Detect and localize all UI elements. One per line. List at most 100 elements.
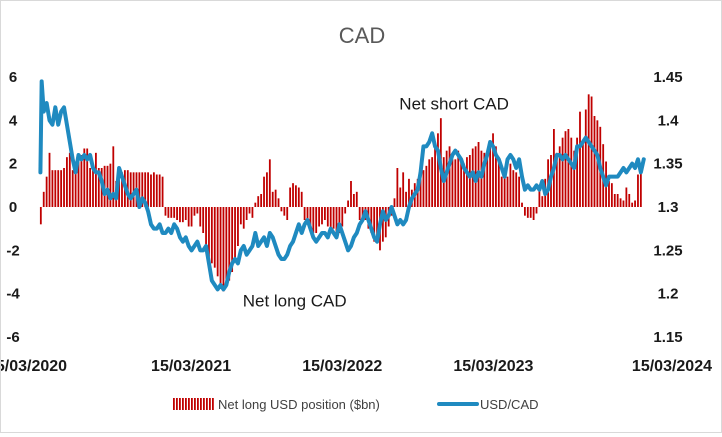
bar — [555, 152, 558, 207]
bar — [71, 170, 74, 207]
bar — [532, 207, 535, 220]
bar — [350, 181, 352, 207]
bar — [376, 207, 378, 240]
line-series-usdcad — [38, 79, 646, 292]
bar — [338, 207, 341, 233]
bar — [77, 155, 80, 207]
bar — [616, 194, 619, 207]
x-tick-label: 15/03/2021 — [151, 358, 231, 375]
bar — [219, 207, 222, 285]
legend-swatch-bar — [179, 398, 181, 410]
bar — [576, 137, 578, 207]
bar — [448, 146, 451, 207]
legend-swatch-bar — [194, 398, 196, 410]
left-tick-label: -4 — [6, 286, 20, 303]
bar — [373, 207, 376, 242]
bar — [132, 172, 135, 207]
bar — [332, 207, 335, 229]
bar — [489, 144, 492, 207]
bar — [184, 207, 187, 220]
bar — [561, 137, 564, 207]
bar — [80, 155, 83, 207]
bar — [271, 191, 274, 207]
bar — [48, 152, 51, 207]
legend-swatch-bars — [173, 398, 214, 410]
bar — [239, 207, 242, 225]
bar — [190, 207, 193, 227]
bar — [144, 172, 147, 207]
bar — [251, 207, 254, 218]
bar — [610, 183, 613, 207]
bar — [512, 170, 515, 207]
bar — [74, 165, 77, 207]
bar — [628, 194, 631, 207]
annotations: Net short CAD Net long CAD — [243, 95, 509, 311]
right-tick-label: 1.15 — [653, 329, 682, 346]
bar — [289, 187, 292, 207]
x-tick-label: 15/03/2023 — [453, 358, 533, 375]
bar — [54, 170, 57, 207]
bar — [529, 207, 532, 218]
bar — [202, 207, 205, 233]
legend-swatch-bar — [200, 398, 202, 410]
bar — [515, 172, 518, 207]
legend-swatch-bar — [206, 398, 208, 410]
bar — [231, 207, 234, 272]
bar — [405, 191, 407, 207]
bar — [39, 207, 42, 225]
bar — [631, 202, 634, 207]
bar-series-net-long-usd — [39, 94, 642, 292]
left-axis-ticks: 6 4 2 0 -2 -4 -6 — [6, 69, 20, 346]
bar — [434, 144, 436, 207]
bar — [109, 163, 112, 207]
bar — [306, 207, 309, 225]
right-tick-label: 1.45 — [653, 69, 682, 86]
bar — [167, 207, 170, 218]
bar — [277, 198, 280, 207]
bar — [451, 159, 454, 207]
bar — [518, 176, 521, 207]
bar — [497, 157, 500, 207]
bar — [422, 170, 425, 207]
bar — [521, 202, 523, 207]
bar — [581, 139, 584, 207]
bar — [425, 165, 428, 207]
bar — [60, 170, 63, 207]
bar — [216, 207, 219, 277]
bar — [274, 189, 277, 207]
bar — [286, 207, 289, 220]
bar — [321, 207, 323, 225]
bar — [437, 133, 439, 207]
legend-swatch-bar — [188, 398, 190, 410]
bar — [312, 207, 315, 233]
right-tick-label: 1.4 — [658, 112, 680, 129]
bar — [500, 176, 503, 207]
bar — [95, 152, 97, 207]
bar — [129, 172, 132, 207]
bar — [248, 207, 251, 214]
bar — [495, 146, 497, 207]
legend-swatch-bar — [209, 398, 211, 410]
bar — [213, 207, 216, 268]
bar — [558, 146, 561, 207]
bar — [579, 111, 581, 207]
bar — [625, 187, 628, 207]
bar — [358, 207, 361, 220]
bar — [466, 157, 468, 207]
bar — [225, 207, 228, 288]
legend: Net long USD position ($bn) USD/CAD — [173, 397, 539, 412]
bar — [335, 207, 338, 236]
bar — [263, 176, 265, 207]
bar — [463, 163, 465, 207]
bar — [524, 207, 526, 216]
chart-title: CAD — [339, 23, 385, 48]
bar — [445, 150, 448, 207]
bar — [66, 157, 68, 207]
bar — [138, 172, 141, 207]
annotation-label: Net short CAD — [399, 95, 509, 114]
bar — [402, 172, 405, 207]
bar — [460, 159, 463, 207]
bar — [468, 155, 471, 207]
bar — [297, 187, 300, 207]
